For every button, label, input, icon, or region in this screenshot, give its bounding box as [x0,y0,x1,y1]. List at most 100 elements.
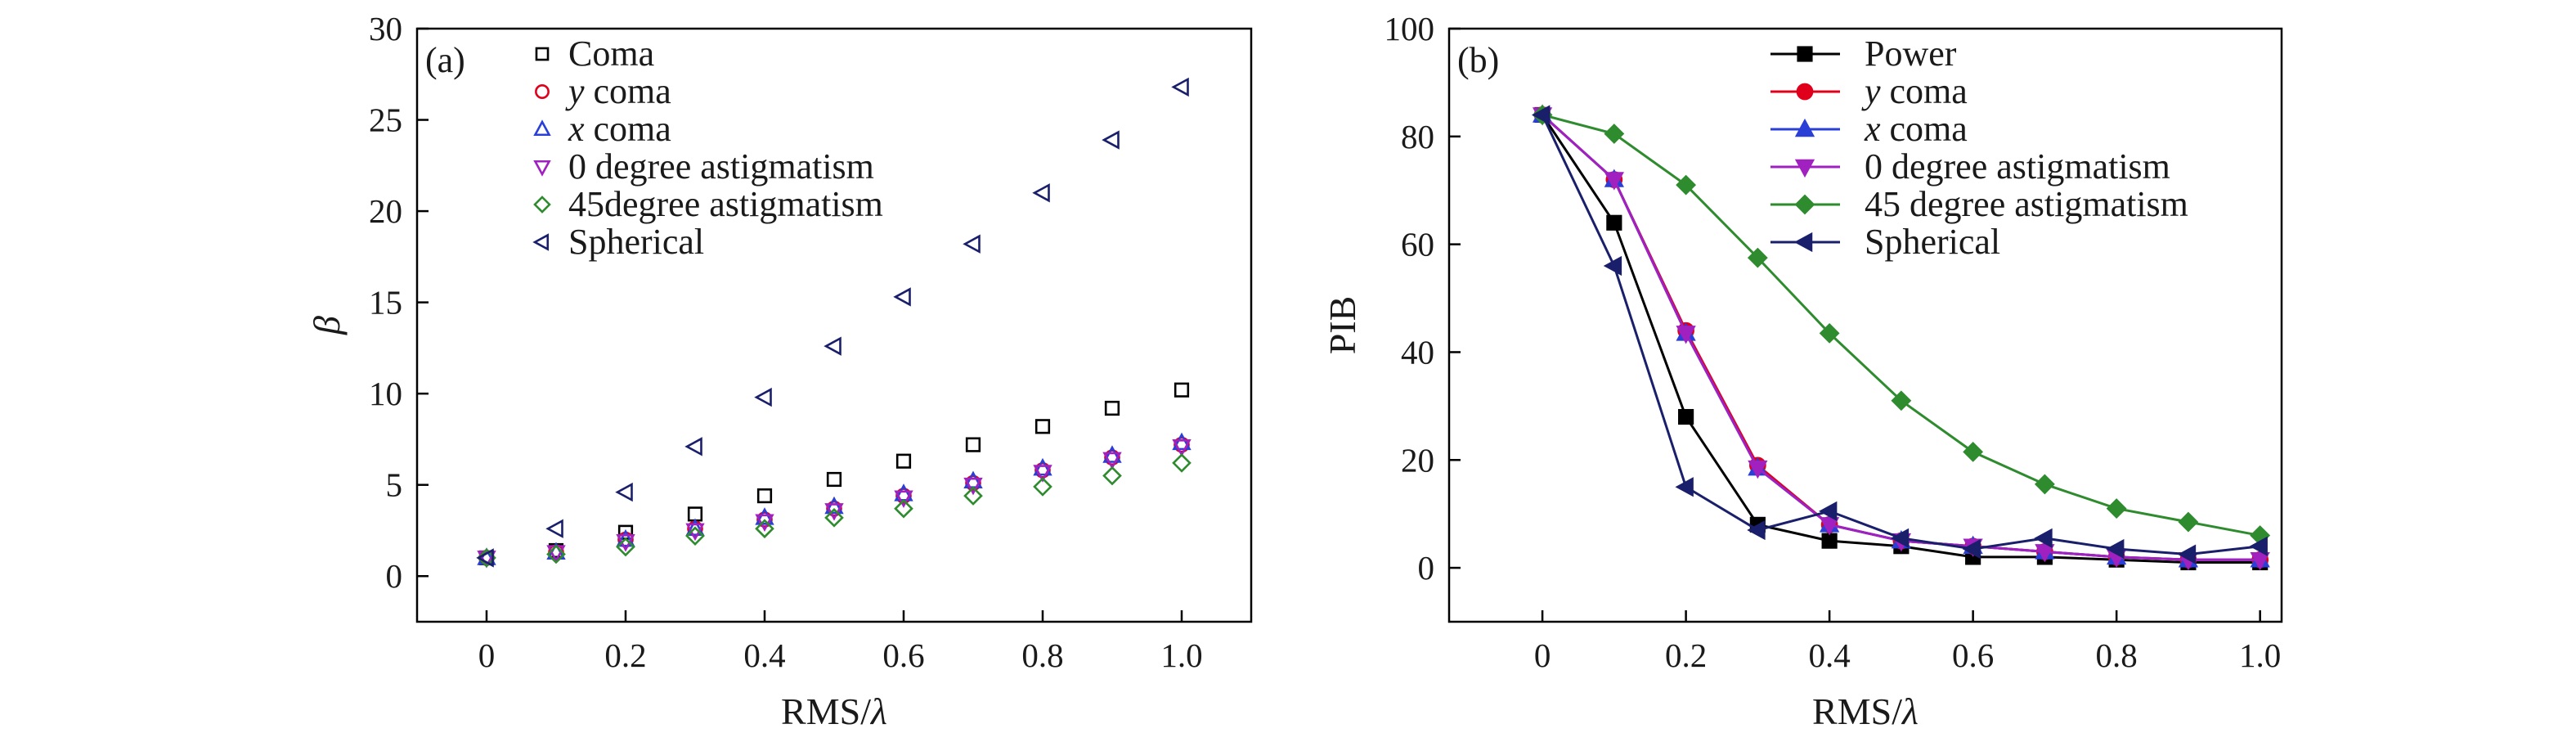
legend-label: y coma [565,71,671,111]
legend-marker [533,196,551,214]
data-point [963,477,983,496]
series-x-coma [477,432,1192,565]
data-point [894,490,913,509]
legend-label: Power [1865,34,1957,74]
data-point [2250,551,2270,571]
series-y-coma [478,436,1190,566]
data-point [824,336,841,356]
data-point [1747,247,1768,268]
data-point [755,507,774,525]
data-point [1172,432,1192,451]
legend-marker [1796,83,1814,101]
legend-label: y coma [1861,71,1968,111]
legend-marker [533,160,551,177]
data-point [2035,544,2055,563]
x-tick-label: 1.0 [1160,636,1202,674]
legend-marker [532,233,550,251]
legend-item: x coma [1770,109,1968,149]
data-point [1962,538,1981,560]
data-point [1747,519,1766,541]
data-point [1675,477,1694,497]
legend-marker [1794,194,1815,215]
data-point [756,488,773,504]
y-tick-label: 0 [1418,549,1435,587]
data-point [1033,457,1052,476]
legend-item: x coma [533,109,671,149]
data-point [1678,408,1694,425]
data-point [824,503,844,521]
legend-item: Spherical [532,222,704,262]
data-point [545,519,563,538]
y-tick-label: 30 [369,10,402,47]
data-point [895,453,912,469]
data-point [1102,130,1120,150]
y-tick-label: 100 [1384,10,1435,47]
series-coma [478,382,1190,566]
data-point [2034,528,2053,548]
legend-marker [1797,46,1813,62]
legend-label: 45degree astigmatism [568,184,883,224]
x-tick-label: 0.2 [604,636,646,674]
data-point [1748,460,1768,479]
data-point [755,519,774,539]
legend-label: x coma [568,109,671,149]
panel-label: (a) [425,40,465,80]
legend-item: 0 degree astigmatism [1770,146,2170,187]
data-point [1819,322,1840,344]
data-point [754,387,772,407]
data-point [546,544,566,564]
chart-panel-a: 0 0.2 0.4 0.6 0.8 1.0 0 5 10 15 20 25 30 RMS/λ β (a) Com… [306,10,1253,732]
data-point [1032,183,1050,203]
data-point [1821,533,1838,549]
series-spherical [476,77,1189,568]
legend-item: Coma [535,34,654,74]
data-point [1034,419,1051,434]
data-point [1890,528,1910,548]
data-point [826,500,842,517]
data-point [684,437,702,456]
data-point [1963,441,1984,462]
data-point [1102,452,1122,470]
x-tick-label: 0.6 [882,636,924,674]
data-point [1819,517,1840,536]
data-point [1174,382,1190,398]
data-point [685,518,705,537]
x-tick-label: 0.2 [1665,636,1707,674]
legend-marker [533,119,551,137]
data-point [1603,255,1622,277]
legend-label: x coma [1864,109,1968,149]
data-point [615,482,633,502]
y-tick-label: 80 [1401,118,1434,155]
x-tick-label: 0.4 [743,636,785,674]
x-tick-label: 1.0 [2239,636,2281,674]
data-point [1102,465,1122,486]
y-tick-label: 5 [386,466,403,504]
y-axis-label: PIB [1322,296,1363,355]
legend-marker [535,47,550,61]
data-point [963,486,983,506]
data-point [965,474,981,492]
data-point [477,551,496,569]
data-point [895,488,912,504]
data-point [1172,453,1192,473]
legend-item: y coma [1770,71,1968,111]
y-tick-label: 10 [369,375,402,412]
legend-label: 45 degree astigmatism [1865,184,2188,224]
legend-item: 45degree astigmatism [533,184,883,224]
legend-item: y coma [535,71,671,111]
data-point [893,287,911,307]
x-tick-label: 0 [478,636,496,674]
legend-item: 0 degree astigmatism [533,146,874,187]
data-point [2249,536,2268,556]
data-point [1104,400,1120,416]
plot-frame [415,27,1253,623]
data-point [2178,511,2199,533]
data-point [1676,174,1697,196]
x-tick-label: 0 [1534,636,1551,674]
legend-marker [1794,118,1815,137]
legend-label: 0 degree astigmatism [1865,146,2170,187]
data-point [1891,390,1912,411]
